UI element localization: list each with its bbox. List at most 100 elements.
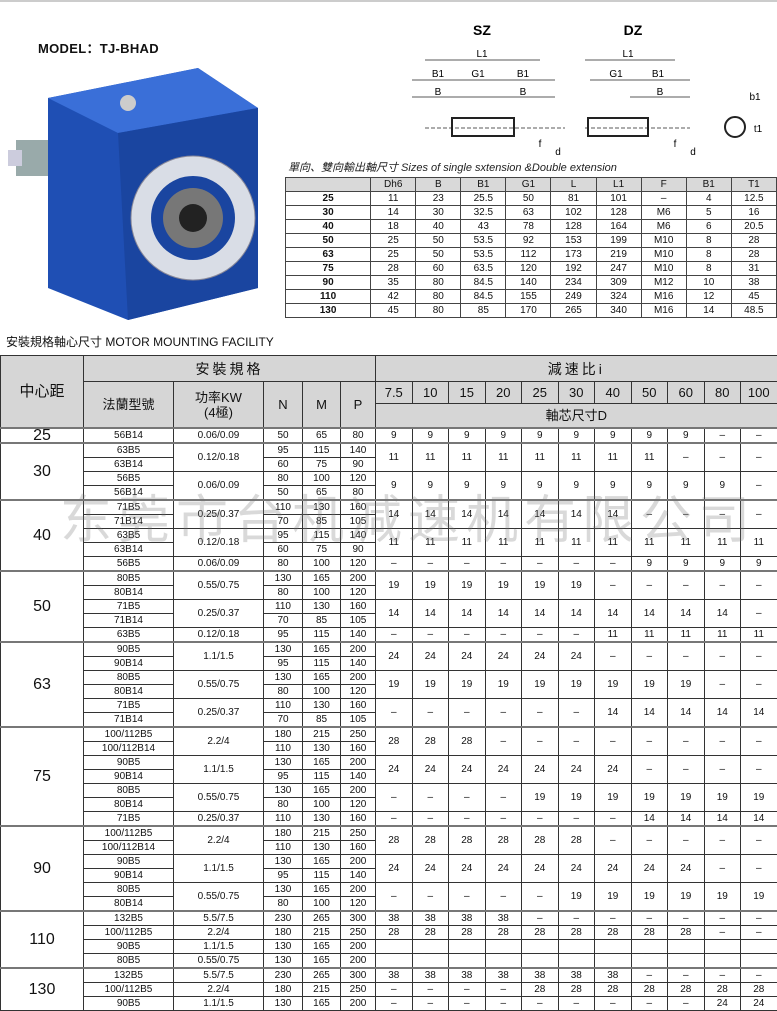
shaft-d-value: 19 <box>704 784 741 812</box>
shaft-d-value: – <box>558 727 595 756</box>
shaft-size-label: 90 <box>286 276 371 290</box>
power-kw: 0.55/0.75 <box>174 883 264 912</box>
shaft-d-value <box>704 954 741 969</box>
shaft-d-value: – <box>376 812 413 827</box>
shaft-d-value: 11 <box>631 443 668 472</box>
dim-p: 200 <box>341 571 376 586</box>
dim-m: 165 <box>303 571 341 586</box>
dim-m: 115 <box>303 770 341 784</box>
shaft-d-value: 11 <box>376 443 413 472</box>
center-distance: 130 <box>1 968 84 1011</box>
shaft-d-value: – <box>741 443 777 472</box>
header-power: 功率KW (4極) <box>174 382 264 429</box>
power-kw: 0.25/0.37 <box>174 500 264 529</box>
svg-text:B1: B1 <box>517 69 530 80</box>
dim-p: 120 <box>341 557 376 572</box>
dim-p: 160 <box>341 742 376 756</box>
shaft-d-value: – <box>522 911 559 926</box>
flange-type: 90B5 <box>84 855 174 869</box>
ratio-header: 20 <box>485 382 522 404</box>
shaft-cell: 12.5 <box>731 192 776 206</box>
shaft-d-value <box>522 954 559 969</box>
shaft-d-value: 19 <box>376 571 413 600</box>
shaft-d-value <box>558 940 595 954</box>
dim-m: 130 <box>303 500 341 515</box>
shaft-d-value: – <box>595 997 632 1011</box>
shaft-d-value: 9 <box>741 557 777 572</box>
svg-text:B1: B1 <box>652 69 665 80</box>
dim-m: 85 <box>303 515 341 529</box>
dim-p: 200 <box>341 671 376 685</box>
ratio-header: 10 <box>412 382 449 404</box>
shaft-d-value: 19 <box>558 883 595 912</box>
shaft-d-value: 11 <box>522 529 559 557</box>
shaft-d-value: – <box>595 826 632 855</box>
shaft-d-value: – <box>741 756 777 784</box>
shaft-d-value: 14 <box>449 600 486 628</box>
shaft-d-value: 19 <box>631 671 668 699</box>
header-ratio: 減速比i <box>376 356 777 382</box>
dim-n: 80 <box>264 685 303 699</box>
shaft-d-value: 9 <box>631 472 668 501</box>
shaft-d-value: 14 <box>668 600 705 628</box>
shaft-d-value <box>558 954 595 969</box>
shaft-header-cell: F <box>641 178 686 192</box>
dim-m: 85 <box>303 713 341 728</box>
dim-n: 130 <box>264 883 303 897</box>
shaft-d-value: – <box>558 911 595 926</box>
shaft-cell: 128 <box>551 220 596 234</box>
dim-p: 120 <box>341 685 376 699</box>
shaft-header-cell: Dh6 <box>371 178 416 192</box>
shaft-cell: 309 <box>596 276 641 290</box>
shaft-d-value: 28 <box>631 926 668 940</box>
dim-n: 95 <box>264 628 303 643</box>
dim-m: 115 <box>303 657 341 671</box>
shaft-d-value: – <box>741 428 777 443</box>
shaft-header-cell: G1 <box>506 178 551 192</box>
shaft-d-value: – <box>704 671 741 699</box>
shaft-cell: 173 <box>551 248 596 262</box>
shaft-d-value: 9 <box>595 472 632 501</box>
dim-p: 120 <box>341 586 376 600</box>
shaft-d-value: – <box>704 826 741 855</box>
flange-type: 56B5 <box>84 557 174 572</box>
shaft-d-value: 28 <box>376 926 413 940</box>
shaft-cell: – <box>641 192 686 206</box>
power-kw: 2.2/4 <box>174 826 264 855</box>
shaft-cell: M10 <box>641 234 686 248</box>
power-kw: 5.5/7.5 <box>174 968 264 983</box>
shaft-d-value: 11 <box>412 443 449 472</box>
shaft-d-value: – <box>376 983 413 997</box>
dim-p: 200 <box>341 756 376 770</box>
sz-label: SZ <box>473 22 491 38</box>
dim-p: 160 <box>341 600 376 614</box>
flange-type: 80B5 <box>84 954 174 969</box>
shaft-d-value: 11 <box>522 443 559 472</box>
shaft-d-value: 24 <box>376 756 413 784</box>
flange-type: 90B14 <box>84 770 174 784</box>
shaft-d-value: 28 <box>485 826 522 855</box>
power-kw: 1.1/1.5 <box>174 940 264 954</box>
shaft-d-value: 11 <box>668 529 705 557</box>
shaft-cell: 164 <box>596 220 641 234</box>
shaft-d-value: 38 <box>376 968 413 983</box>
dim-n: 180 <box>264 926 303 940</box>
dim-n: 130 <box>264 940 303 954</box>
dim-n: 70 <box>264 515 303 529</box>
shaft-d-value: 9 <box>631 557 668 572</box>
dim-n: 80 <box>264 586 303 600</box>
dim-m: 265 <box>303 968 341 983</box>
ratio-header: 50 <box>631 382 668 404</box>
power-kw: 0.55/0.75 <box>174 671 264 699</box>
ratio-header: 7.5 <box>376 382 413 404</box>
svg-text:B: B <box>520 87 527 98</box>
shaft-d-value: – <box>704 756 741 784</box>
shaft-d-value: 24 <box>376 642 413 671</box>
shaft-d-value <box>668 954 705 969</box>
dim-n: 110 <box>264 699 303 713</box>
shaft-d-value: 38 <box>412 968 449 983</box>
shaft-d-value: 38 <box>412 911 449 926</box>
shaft-d-value: 28 <box>668 926 705 940</box>
shaft-d-value: 11 <box>741 529 777 557</box>
